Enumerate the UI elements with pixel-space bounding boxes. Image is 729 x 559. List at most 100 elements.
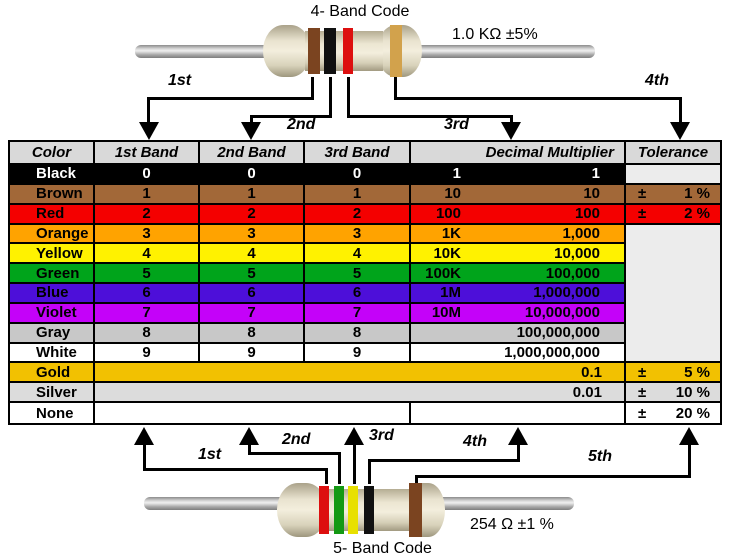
arrow-line — [147, 97, 150, 125]
cell-color-name: Gray — [10, 323, 95, 344]
plus-minus-sign: ± — [638, 185, 647, 203]
cell-tolerance — [626, 323, 720, 344]
table-row: Black 0 0 0 1 1 — [10, 165, 720, 185]
table-header-row: Color 1st Band 2nd Band 3rd Band Decimal… — [10, 142, 720, 165]
multiplier-value: 1,000,000,000 — [504, 344, 600, 362]
cell-color-name: Yellow — [10, 244, 95, 265]
cell-1st-band: 9 — [95, 343, 200, 364]
cell-2nd-band: 7 — [200, 303, 305, 324]
multiplier-shorthand: 10 — [444, 185, 461, 203]
header-decimal-multiplier: Decimal Multiplier — [411, 142, 626, 165]
arrow-line — [415, 475, 418, 484]
plus-minus-sign: ± — [638, 205, 647, 223]
cell-tolerance: ±10 % — [626, 383, 720, 404]
band-3rd-red — [343, 28, 353, 74]
arrowhead-3rd-up — [344, 427, 364, 445]
multiplier-shorthand: 10K — [433, 244, 461, 262]
cell-decimal-multiplier: 10K 10,000 — [411, 244, 626, 265]
cell-1st-band: 4 — [95, 244, 200, 265]
arrow-line — [143, 443, 146, 471]
cell-color-name: Black — [10, 165, 95, 185]
table-row: Green 5 5 5 100K 100,000 — [10, 264, 720, 285]
header-1st-band: 1st Band — [95, 142, 200, 165]
cell-2nd-band: 9 — [200, 343, 305, 364]
bottom-arrow-label-5th: 5th — [588, 448, 612, 465]
cell-2nd-band: 1 — [200, 184, 305, 205]
cell-decimal-multiplier: 1K 1,000 — [411, 224, 626, 245]
cell-1st-band: 5 — [95, 264, 200, 285]
cell-decimal-multiplier: 10M 10,000,000 — [411, 303, 626, 324]
cell-decimal-multiplier: 100,000,000 — [411, 323, 626, 344]
tolerance-value: 20 % — [675, 404, 710, 422]
five-band-code-title: 5- Band Code — [333, 540, 432, 557]
arrow-line — [325, 468, 328, 484]
cell-tolerance — [626, 224, 720, 245]
cell-tolerance — [626, 244, 720, 265]
multiplier-value: 1,000,000 — [533, 284, 600, 302]
arrow-line — [517, 443, 520, 462]
header-tolerance: Tolerance — [626, 142, 720, 165]
arrow-line — [688, 443, 691, 478]
cell-tolerance — [626, 343, 720, 364]
arrow-line — [368, 459, 371, 484]
cell-color-name: Silver — [10, 383, 95, 404]
arrow-line — [311, 77, 314, 100]
tolerance-value: 1 % — [684, 185, 710, 203]
multiplier-shorthand: 1K — [441, 224, 461, 242]
arrow-line — [415, 475, 691, 478]
header-2nd-band: 2nd Band — [200, 142, 305, 165]
cell-2nd-band: 2 — [200, 204, 305, 225]
cell-2nd-band: 6 — [200, 284, 305, 304]
multiplier-shorthand: 1M — [440, 284, 461, 302]
multiplier-shorthand: 100K — [425, 264, 461, 282]
five-band-value: 254 Ω ±1 % — [470, 516, 554, 533]
band-2nd-green — [334, 486, 344, 534]
cell-1st-band: 2 — [95, 204, 200, 225]
band-3rd-yellow — [348, 486, 358, 534]
cell-tolerance: ±5 % — [626, 363, 720, 384]
bottom-arrow-label-1st: 1st — [198, 446, 222, 463]
table-body: Black 0 0 0 1 1 Brown 1 1 1 10 10 ±1 % Red 2 2 2 100 100 ±2… — [10, 165, 720, 423]
arrow-line — [394, 77, 397, 100]
top-arrow-label-4th: 4th — [645, 72, 669, 89]
cell-bands-merged — [95, 403, 411, 423]
cell-2nd-band: 5 — [200, 264, 305, 285]
cell-1st-band: 6 — [95, 284, 200, 304]
cell-1st-band: 0 — [95, 165, 200, 185]
band-2nd-black — [324, 28, 336, 74]
cell-3rd-band: 2 — [305, 204, 411, 225]
top-arrow-label-2nd: 2nd — [287, 116, 316, 133]
arrow-line — [147, 97, 314, 100]
table-row: Gold 0.1 ±5 % — [10, 363, 720, 384]
header-3rd-band: 3rd Band — [305, 142, 411, 165]
cell-decimal-multiplier: 100K 100,000 — [411, 264, 626, 285]
table-row: Silver 0.01 ±10 % — [10, 383, 720, 404]
cell-color-name: Violet — [10, 303, 95, 324]
cell-tolerance: ±1 % — [626, 184, 720, 205]
cell-bands-and-multiplier-merged: 0.1 — [95, 363, 626, 384]
cell-color-name: Gold — [10, 363, 95, 384]
cell-1st-band: 1 — [95, 184, 200, 205]
table-row: Red 2 2 2 100 100 ±2 % — [10, 204, 720, 225]
arrowhead-5th-up — [679, 427, 699, 445]
cell-color-name: Brown — [10, 184, 95, 205]
top-arrow-label-1st: 1st — [168, 72, 192, 89]
resistor-left-cap — [263, 25, 311, 77]
band-4th-gold — [390, 25, 402, 77]
cell-3rd-band: 7 — [305, 303, 411, 324]
multiplier-shorthand: 1 — [452, 165, 461, 183]
arrowhead-1st-up — [134, 427, 154, 445]
cell-color-name: Green — [10, 264, 95, 285]
cell-color-name: White — [10, 343, 95, 364]
arrowhead-2nd — [241, 122, 261, 140]
arrowhead-2nd-up — [239, 427, 259, 445]
cell-2nd-band: 8 — [200, 323, 305, 344]
cell-decimal-multiplier — [411, 403, 626, 423]
plus-minus-sign: ± — [638, 383, 647, 401]
cell-3rd-band: 6 — [305, 284, 411, 304]
bottom-arrow-label-3rd: 3rd — [369, 427, 394, 444]
arrow-line — [347, 77, 350, 118]
bottom-arrow-label-2nd: 2nd — [282, 431, 311, 448]
arrow-line — [338, 452, 341, 484]
